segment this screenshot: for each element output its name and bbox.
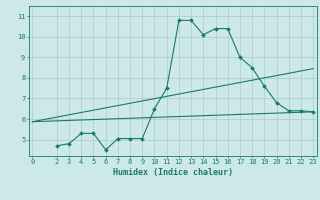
X-axis label: Humidex (Indice chaleur): Humidex (Indice chaleur) (113, 168, 233, 177)
